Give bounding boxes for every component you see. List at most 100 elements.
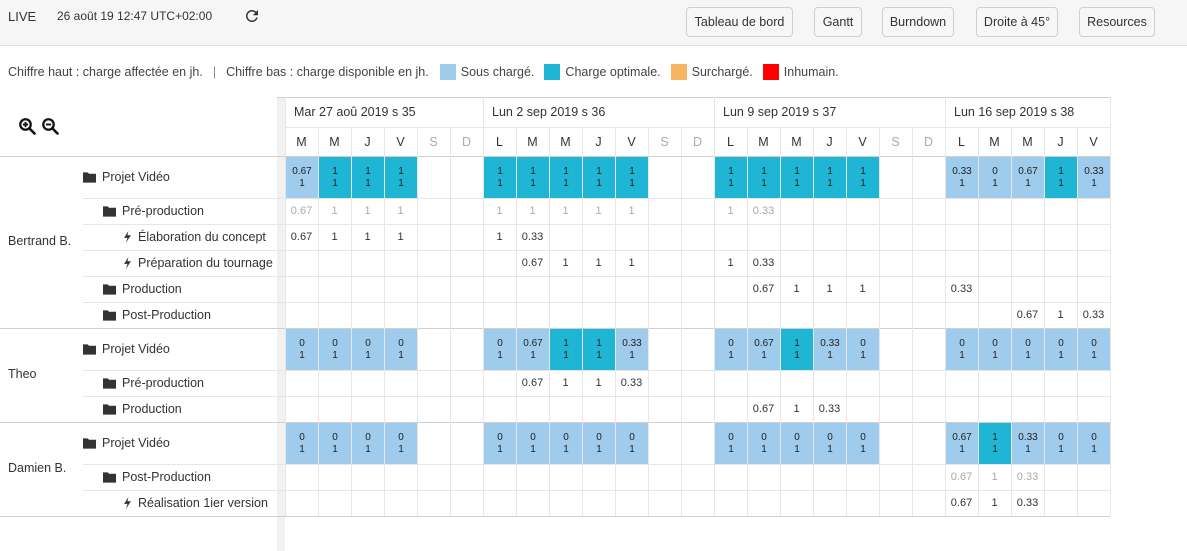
dashboard-button[interactable]: Tableau de bord	[686, 7, 793, 37]
available-load: 1	[629, 177, 635, 189]
assigned-load: 0	[860, 337, 866, 349]
folder-label[interactable]: Post-Production	[103, 467, 211, 487]
assigned-load: 0	[1025, 337, 1031, 349]
available-load: 1	[299, 349, 305, 361]
assigned-load: 1	[497, 165, 503, 177]
assigned-load: 1	[596, 337, 602, 349]
assigned-load: 0	[365, 431, 371, 443]
row-divider	[0, 156, 1110, 157]
gantt-button[interactable]: Gantt	[814, 7, 862, 37]
folder-icon	[83, 344, 96, 355]
available-load: 1	[596, 349, 602, 361]
zoom-out-icon[interactable]	[41, 117, 59, 135]
task-label-text: Post-Production	[122, 470, 211, 484]
available-load: 1	[959, 177, 965, 189]
folder-label[interactable]: Post-Production	[103, 305, 211, 325]
zoom-in-icon[interactable]	[18, 117, 36, 135]
load-value: 1	[364, 231, 371, 243]
assigned-load: 1	[794, 165, 800, 177]
task-label-text: Production	[122, 402, 182, 416]
folder-label[interactable]: Projet Vidéo	[83, 339, 170, 359]
folder-label[interactable]: Projet Vidéo	[83, 167, 170, 187]
folder-label[interactable]: Production	[103, 399, 182, 419]
load-value: 1	[397, 205, 404, 217]
load-cell: 0.67 1	[748, 329, 780, 370]
available-load: 1	[365, 349, 371, 361]
column-line	[1011, 127, 1012, 516]
assigned-load: 0	[1091, 337, 1097, 349]
assigned-load: 0	[794, 431, 800, 443]
day-header: S	[891, 135, 900, 149]
available-load: 1	[629, 443, 635, 455]
available-load: 1	[761, 443, 767, 455]
row-divider	[0, 516, 1110, 517]
column-line	[780, 127, 781, 516]
load-value: 1	[331, 231, 338, 243]
available-load: 1	[497, 349, 503, 361]
available-load: 1	[959, 443, 965, 455]
assigned-load: 1	[860, 165, 866, 177]
bolt-icon	[124, 231, 131, 243]
load-value: 1	[991, 471, 998, 483]
folder-label[interactable]: Production	[103, 279, 182, 299]
available-load: 1	[530, 349, 536, 361]
assigned-load: 0.33	[952, 165, 972, 177]
assigned-load: 0	[497, 337, 503, 349]
task-label-text: Projet Vidéo	[102, 436, 170, 450]
column-line	[945, 97, 946, 516]
assigned-load: 0	[365, 337, 371, 349]
assigned-load: 0	[629, 431, 635, 443]
assigned-load: 0	[530, 431, 536, 443]
droite-45-button[interactable]: Droite à 45°	[976, 7, 1058, 37]
folder-icon	[103, 404, 116, 415]
task-label[interactable]: Préparation du tournage	[123, 253, 273, 273]
day-header: M	[560, 135, 571, 149]
task-label-text: Pré-production	[122, 204, 204, 218]
folder-icon	[103, 206, 116, 217]
load-value: 0.67	[752, 403, 775, 415]
assigned-load: 1	[530, 165, 536, 177]
assigned-load: 0	[959, 337, 965, 349]
available-load: 1	[860, 177, 866, 189]
available-load: 1	[794, 349, 800, 361]
assigned-load: 0	[1091, 431, 1097, 443]
task-label[interactable]: Réalisation 1ier version	[123, 493, 268, 513]
load-value: 0.33	[620, 377, 643, 389]
folder-icon	[103, 378, 116, 389]
legend: Chiffre haut : charge affectée en jh. | …	[8, 63, 849, 81]
assigned-load: 0	[398, 431, 404, 443]
column-line	[582, 127, 583, 516]
person-name: Bertrand B.	[8, 234, 72, 248]
burndown-button[interactable]: Burndown	[882, 7, 954, 37]
available-load: 1	[365, 443, 371, 455]
refresh-icon[interactable]	[243, 7, 261, 25]
day-header: M	[989, 135, 1000, 149]
available-load: 1	[992, 349, 998, 361]
resources-button[interactable]: Resources	[1079, 7, 1155, 37]
column-line	[648, 127, 649, 516]
load-value: 1	[562, 205, 569, 217]
assigned-load: 0.67	[754, 337, 774, 349]
available-load: 1	[629, 349, 635, 361]
load-value: 0.67	[1016, 309, 1039, 321]
folder-label[interactable]: Pré-production	[103, 201, 204, 221]
column-line	[1110, 97, 1111, 516]
folder-label[interactable]: Projet Vidéo	[83, 433, 170, 453]
day-header: J	[1057, 135, 1064, 149]
folder-label[interactable]: Pré-production	[103, 373, 204, 393]
week-header: Lun 16 sep 2019 s 38	[954, 105, 1075, 119]
task-label[interactable]: Élaboration du concept	[123, 227, 266, 247]
column-line	[351, 127, 352, 516]
available-load: 1	[398, 443, 404, 455]
week-header: Lun 2 sep 2019 s 36	[492, 105, 606, 119]
